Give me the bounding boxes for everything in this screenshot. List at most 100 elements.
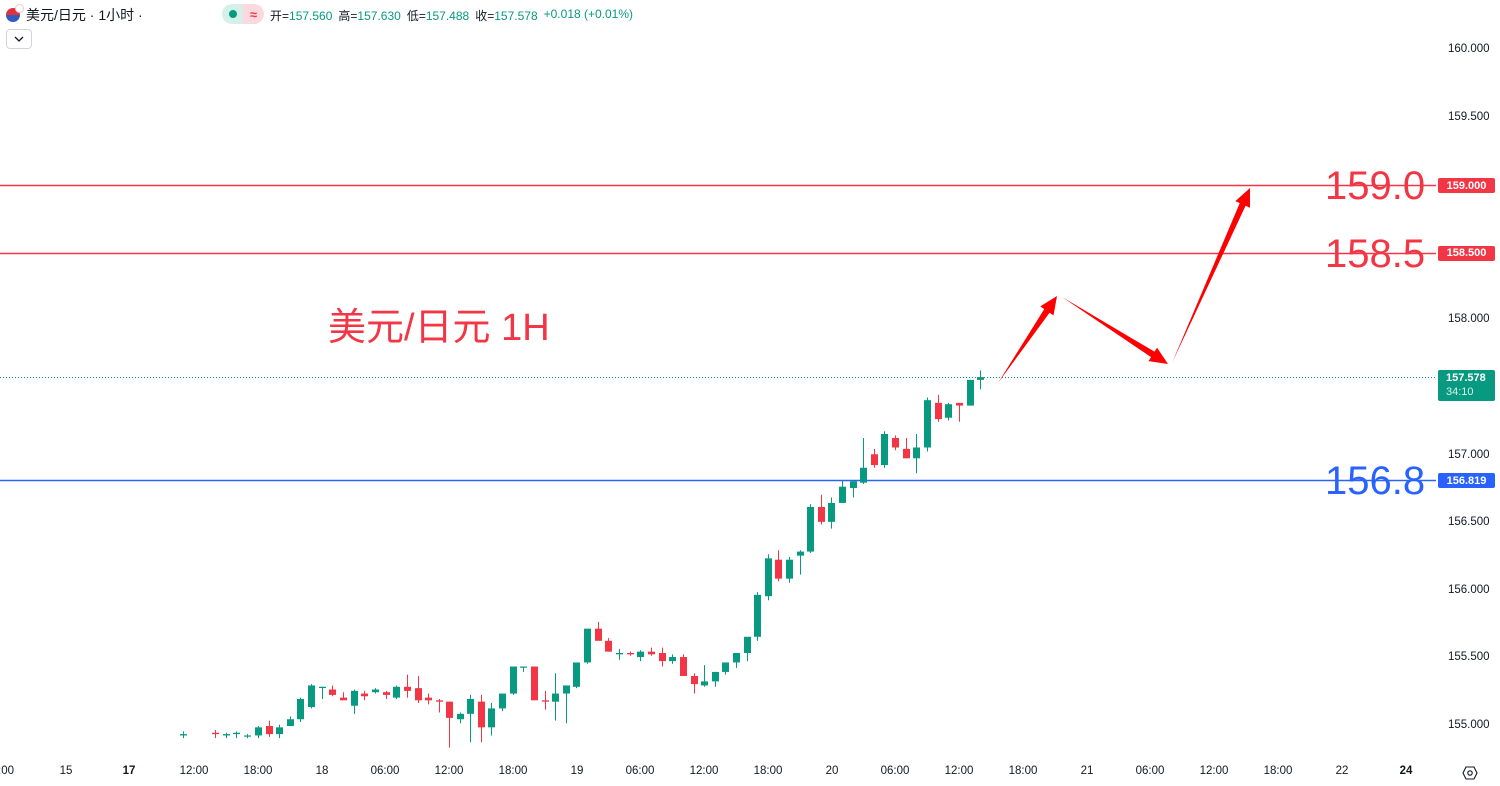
candle-body xyxy=(935,402,942,420)
candle-body xyxy=(531,666,538,701)
symbol-title[interactable]: 美元/日元 · 1小时 · xyxy=(26,7,143,23)
projection-arrow xyxy=(1172,188,1250,363)
time-tick: 21 xyxy=(1080,765,1094,777)
last-price-tag: 157.578 34:10 xyxy=(1438,370,1495,401)
candle-body xyxy=(680,657,687,676)
candle-body xyxy=(881,433,888,466)
time-tick: 15 xyxy=(59,765,73,777)
candle-body xyxy=(807,506,814,552)
level-price-tag: 156.819 xyxy=(1438,473,1495,489)
candle-body xyxy=(627,652,634,655)
candle-body xyxy=(415,688,422,701)
price-tick: 155.000 xyxy=(1448,719,1490,731)
candle-body xyxy=(584,628,591,663)
price-tick: 155.500 xyxy=(1448,651,1490,664)
ohlc-close: 收=157.578 xyxy=(475,9,538,23)
candle-body xyxy=(722,662,729,672)
candle-body xyxy=(383,692,390,695)
market-open-dot-icon xyxy=(222,4,243,24)
level-label: 159.0 xyxy=(1325,164,1426,209)
candle-body xyxy=(425,697,432,701)
chevron-down-icon xyxy=(14,36,24,42)
candle-body xyxy=(850,481,857,489)
candle-body xyxy=(659,652,666,662)
candle-body xyxy=(744,636,751,653)
time-tick: 06:00 xyxy=(1135,765,1165,777)
price-tick: 158.000 xyxy=(1448,313,1490,326)
usd-jpy-flag-icon xyxy=(6,4,24,22)
market-status-pill[interactable]: ≈ xyxy=(222,4,264,24)
time-tick: 06:00 xyxy=(370,765,400,777)
candle-body xyxy=(436,700,443,702)
candle-body xyxy=(701,681,708,686)
time-tick: 18:00 xyxy=(1263,765,1293,777)
candle-body xyxy=(361,693,368,697)
candle-body xyxy=(967,379,974,406)
time-tick: 12:00 xyxy=(689,765,719,777)
time-tick: 12:00 xyxy=(434,765,464,777)
time-tick: 12:00 xyxy=(179,765,209,777)
candle-body xyxy=(913,447,920,459)
candle-body xyxy=(223,734,230,736)
candle-body xyxy=(765,558,772,597)
time-tick: 24 xyxy=(1399,765,1413,777)
candle-body xyxy=(510,666,517,694)
time-tick: 06:00 xyxy=(880,765,910,777)
candle-body xyxy=(786,559,793,579)
candle-body xyxy=(924,400,931,448)
candle-body xyxy=(297,698,304,720)
candle-body xyxy=(308,685,315,708)
time-tick: 18:00 xyxy=(243,765,273,777)
bar-countdown: 34:10 xyxy=(1446,386,1474,398)
symbol-header: 美元/日元 · 1小时 · xyxy=(6,4,143,26)
time-tick: 18:00 xyxy=(753,765,783,777)
projection-arrow xyxy=(1062,297,1168,364)
candle-body xyxy=(818,506,825,522)
candle-body xyxy=(212,732,219,735)
candle-body xyxy=(691,675,698,685)
time-tick: 22 xyxy=(1335,765,1349,777)
candle-body xyxy=(255,727,262,736)
level-price-tag: 158.500 xyxy=(1438,245,1495,261)
time-tick: 18:00 xyxy=(1008,765,1038,777)
candle-body xyxy=(351,690,358,706)
candle-body xyxy=(775,559,782,579)
candle-body xyxy=(340,697,347,701)
chart-annotation-text[interactable]: 美元/日元 1H xyxy=(328,307,550,349)
candle-body xyxy=(595,628,602,641)
candle-body xyxy=(563,685,570,694)
candle-body xyxy=(616,652,623,655)
time-tick: 12:00 xyxy=(944,765,974,777)
candle-body xyxy=(266,726,273,735)
last-price-value: 157.578 xyxy=(1446,372,1486,384)
level-label: 158.5 xyxy=(1325,231,1426,276)
candle-body xyxy=(573,662,580,687)
candle-body xyxy=(637,651,644,658)
ohlc-change: +0.018 (+0.01%) xyxy=(543,7,634,21)
candle-body xyxy=(552,693,559,702)
time-tick: 19 xyxy=(570,765,584,777)
candle-body xyxy=(404,686,411,691)
settings-hexagon-icon xyxy=(1462,766,1478,780)
candle-body xyxy=(276,727,283,735)
candle-body xyxy=(467,698,474,714)
candle-body xyxy=(446,701,453,718)
candle-body xyxy=(393,686,400,698)
candle-body xyxy=(977,377,984,380)
candle-body xyxy=(892,438,899,448)
candle-body xyxy=(244,735,251,737)
candle-body xyxy=(903,448,910,459)
price-tick: 156.500 xyxy=(1448,516,1490,529)
candle-body xyxy=(797,551,804,556)
time-tick: 17 xyxy=(122,765,136,777)
candle-body xyxy=(605,640,612,652)
collapse-legend-button[interactable] xyxy=(6,29,32,49)
chart-settings-button[interactable] xyxy=(1462,765,1478,781)
candle-body xyxy=(542,700,549,702)
price-tick: 156.000 xyxy=(1448,583,1490,596)
candle-body xyxy=(488,708,495,728)
time-tick: :00 xyxy=(0,765,14,777)
candle-body xyxy=(669,657,676,662)
price-tick: 159.500 xyxy=(1448,110,1490,123)
